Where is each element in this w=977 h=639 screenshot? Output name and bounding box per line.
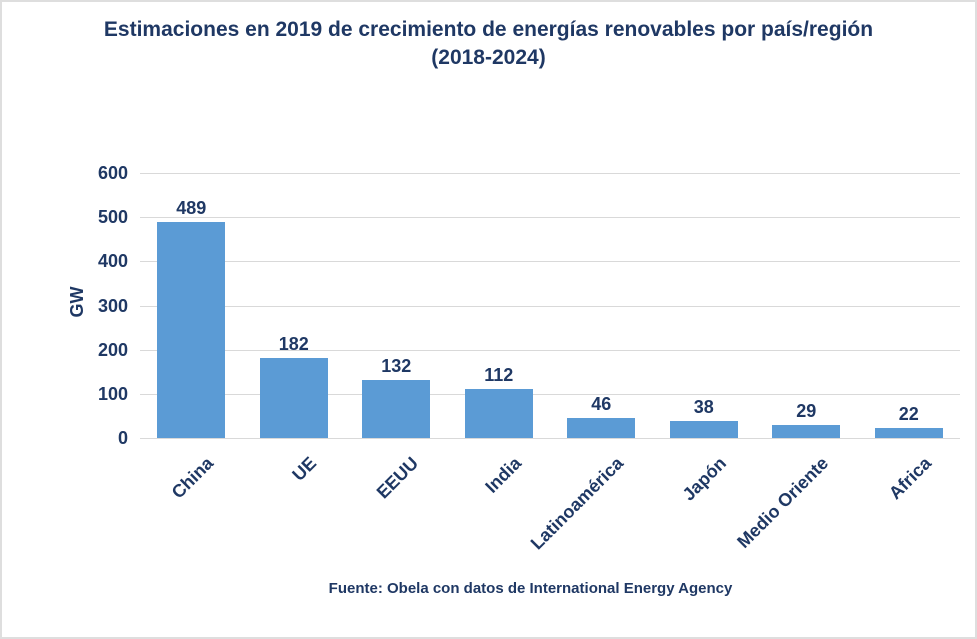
y-tick-200: 200 [97,339,128,360]
gridline-400 [140,261,960,263]
bar-Japón [669,421,738,438]
y-tick-300: 300 [97,295,128,316]
y-tick-500: 500 [97,207,128,228]
value-label-China: 489 [176,198,207,218]
gridline-600 [140,173,960,174]
gridline-300 [140,305,960,307]
plot-area: 489 182 132 112 46 38 29 22 [140,173,960,439]
bar-Medio Oriente [772,425,841,438]
value-label-Japón: 38 [693,397,714,417]
gridline-500 [140,217,960,219]
bar-EEUU [362,380,431,438]
value-label-India: 112 [484,365,514,385]
y-tick-100: 100 [97,383,128,404]
y-tick-0: 0 [117,428,128,448]
bar-Africa [874,428,943,438]
bar-UE [259,358,328,438]
chart-title: Estimaciones en 2019 de crecimiento de e… [103,18,874,69]
value-label-Africa: 22 [898,404,919,424]
y-tick-400: 400 [97,251,128,272]
bar-China [157,222,226,438]
gridline-100 [140,393,960,395]
value-label-Latinoamérica: 46 [591,394,612,414]
y-tick-600: 600 [97,163,128,183]
source-note: Fuente: Obela con datos de International… [328,580,733,597]
value-label-Medio Oriente: 29 [796,401,817,421]
gridline-200 [140,349,960,351]
bar-India [464,389,533,438]
x-axis: China UE EEUU India Latinoamérica Japón Medio … [140,439,960,574]
gridline-0 [140,438,960,439]
bar-Latinoamérica [567,418,636,438]
value-label-EEUU: 132 [381,356,412,376]
value-label-UE: 182 [278,334,309,354]
